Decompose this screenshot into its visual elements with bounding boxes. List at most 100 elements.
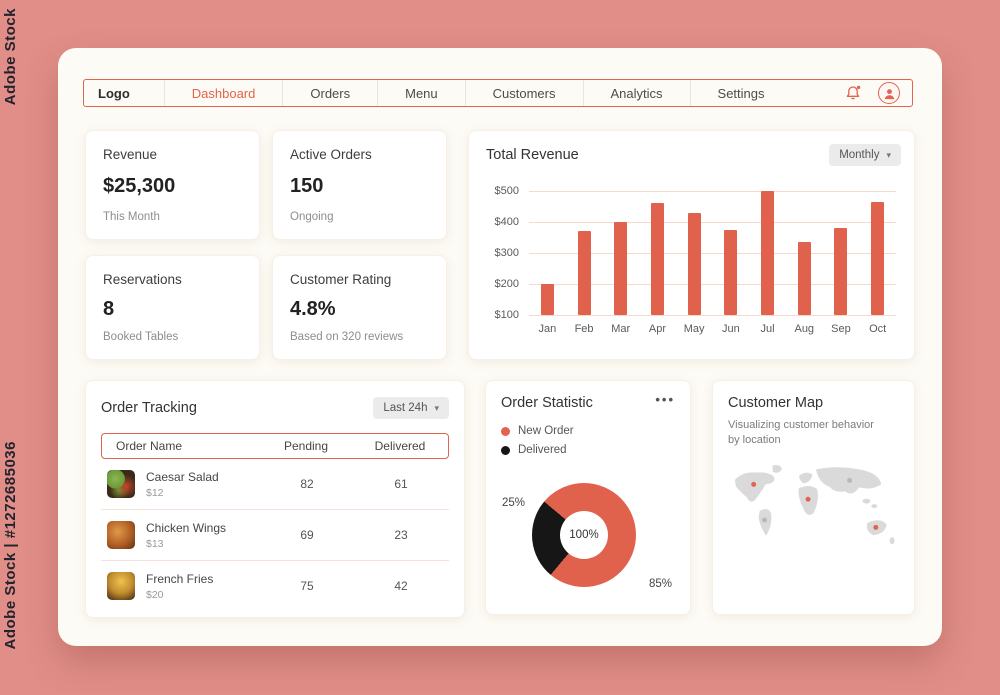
last-24h-filter-dropdown[interactable]: Last 24h ▾ bbox=[373, 397, 449, 419]
item-price: $20 bbox=[146, 588, 164, 601]
order-statistic-card: Order Statistic ••• New Order Delivered … bbox=[485, 380, 691, 615]
delivered-count: 61 bbox=[394, 477, 408, 491]
y-tick: $200 bbox=[494, 278, 519, 290]
revenue-bar bbox=[540, 284, 554, 315]
revenue-bar bbox=[834, 228, 848, 315]
stat-value: 8 bbox=[103, 297, 115, 320]
dashboard-panel: Logo Dashboard Orders Menu Customers Ana… bbox=[58, 48, 942, 646]
bar-column: Feb bbox=[566, 191, 603, 335]
delivered-count: 42 bbox=[394, 579, 408, 593]
nav-item-settings[interactable]: Settings bbox=[689, 80, 792, 106]
bar-column: May bbox=[676, 191, 713, 335]
revenue-bar bbox=[797, 242, 811, 315]
revenue-bar bbox=[724, 230, 738, 315]
revenue-bar bbox=[761, 191, 775, 315]
pending-count: 82 bbox=[300, 477, 314, 491]
legend-label: Delivered bbox=[518, 444, 567, 456]
revenue-bars: Jan Feb Mar Apr May Jun Jul Aug Sep Oct bbox=[529, 191, 896, 335]
customer-map-card: Customer Map Visualizing customer behavi… bbox=[712, 380, 915, 615]
y-tick: $500 bbox=[494, 185, 519, 197]
stat-subtitle: This Month bbox=[103, 211, 160, 223]
bar-chart-plot-area: Jan Feb Mar Apr May Jun Jul Aug Sep Oct bbox=[529, 191, 896, 335]
stat-subtitle: Booked Tables bbox=[103, 331, 179, 343]
bar-column: Oct bbox=[859, 191, 896, 335]
legend-label: New Order bbox=[518, 425, 574, 437]
logo: Logo bbox=[98, 85, 130, 101]
stat-value: $25,300 bbox=[103, 175, 176, 197]
revenue-bar bbox=[577, 231, 591, 315]
stat-title: Reservations bbox=[103, 272, 182, 287]
bar-column: Jun bbox=[713, 191, 750, 335]
table-row: Caesar Salad $12 82 61 bbox=[101, 459, 449, 510]
food-thumbnail-chicken-wings bbox=[107, 521, 135, 549]
monthly-filter-label: Monthly bbox=[839, 149, 880, 161]
table-row: Chicken Wings $13 69 23 bbox=[101, 510, 449, 561]
revenue-bar bbox=[650, 203, 664, 315]
bar-column: Sep bbox=[823, 191, 860, 335]
stat-card-revenue: Revenue $25,300 This Month bbox=[85, 130, 260, 240]
legend-dot-delivered bbox=[501, 445, 510, 455]
bar-column: Apr bbox=[639, 191, 676, 335]
food-thumbnail-caesar-salad bbox=[107, 470, 135, 498]
watermark-id: Adobe Stock | #1272685036 bbox=[2, 440, 19, 649]
food-thumbnail-french-fries bbox=[107, 572, 135, 600]
stat-subtitle: Based on 320 reviews bbox=[290, 331, 404, 343]
world-map bbox=[734, 465, 895, 545]
order-tracking-card: Order Tracking Last 24h ▾ Order Name Pen… bbox=[85, 380, 465, 618]
last-24h-label: Last 24h bbox=[383, 402, 428, 414]
stat-card-reservations: Reservations 8 Booked Tables bbox=[85, 255, 260, 360]
order-statistic-title: Order Statistic bbox=[501, 395, 593, 411]
delivered-count: 23 bbox=[394, 528, 408, 542]
bar-column: Jan bbox=[529, 191, 566, 335]
user-avatar-icon[interactable] bbox=[878, 82, 900, 104]
nav-icons bbox=[844, 82, 912, 104]
item-price: $12 bbox=[146, 486, 164, 499]
nav-item-analytics[interactable]: Analytics bbox=[582, 80, 690, 106]
bar-month-label: May bbox=[683, 323, 705, 335]
table-row: French Fries $20 75 42 bbox=[101, 561, 449, 611]
donut-chart: 100% bbox=[532, 483, 636, 587]
stat-card-active-orders: Active Orders 150 Ongoing bbox=[272, 130, 447, 240]
table-header: Order Name Pending Delivered bbox=[101, 433, 449, 459]
legend-dot-new-order bbox=[501, 426, 510, 436]
bar-column: Jul bbox=[749, 191, 786, 335]
monthly-filter-dropdown[interactable]: Monthly ▾ bbox=[829, 144, 901, 166]
revenue-bar bbox=[614, 222, 628, 315]
chart-title: Total Revenue bbox=[486, 147, 579, 163]
stat-value: 4.8% bbox=[290, 297, 336, 320]
donut-label-left: 25% bbox=[502, 497, 526, 509]
pending-count: 75 bbox=[300, 579, 314, 593]
pending-count: 69 bbox=[300, 528, 314, 542]
top-nav: Logo Dashboard Orders Menu Customers Ana… bbox=[83, 79, 913, 107]
nav-item-orders[interactable]: Orders bbox=[282, 80, 377, 106]
nav-item-menu[interactable]: Menu bbox=[377, 80, 465, 106]
stat-card-customer-rating: Customer Rating 4.8% Based on 320 review… bbox=[272, 255, 447, 360]
bar-column: Mar bbox=[602, 191, 639, 335]
bar-month-label: Jul bbox=[760, 323, 775, 335]
bar-month-label: Jun bbox=[721, 323, 740, 335]
revenue-bar bbox=[871, 202, 885, 315]
y-tick: $100 bbox=[494, 309, 519, 321]
order-tracking-title: Order Tracking bbox=[101, 400, 197, 416]
bar-month-label: Mar bbox=[611, 323, 631, 335]
stat-value: 150 bbox=[290, 175, 324, 197]
watermark-brand: Adobe Stock bbox=[2, 8, 19, 106]
y-tick: $400 bbox=[494, 216, 519, 228]
bar-month-label: Apr bbox=[648, 323, 667, 335]
stat-title: Revenue bbox=[103, 147, 158, 162]
bar-column: Aug bbox=[786, 191, 823, 335]
chevron-down-icon: ▾ bbox=[886, 149, 891, 160]
column-pending: Pending bbox=[283, 439, 329, 453]
more-options-icon[interactable]: ••• bbox=[655, 392, 675, 407]
nav-item-customers[interactable]: Customers bbox=[464, 80, 583, 106]
customer-map-subtitle: Visualizing customer behavior by locatio… bbox=[728, 419, 874, 446]
nav-item-dashboard[interactable]: Dashboard bbox=[163, 80, 283, 106]
donut-center-label: 100% bbox=[560, 511, 608, 559]
item-name: French Fries bbox=[146, 571, 214, 586]
stat-subtitle: Ongoing bbox=[290, 211, 334, 223]
notification-bell-icon[interactable] bbox=[844, 84, 862, 102]
bar-month-label: Aug bbox=[794, 323, 815, 335]
donut-legend: New Order Delivered bbox=[501, 425, 675, 456]
stat-title: Customer Rating bbox=[290, 272, 392, 287]
item-name: Caesar Salad bbox=[146, 469, 219, 484]
